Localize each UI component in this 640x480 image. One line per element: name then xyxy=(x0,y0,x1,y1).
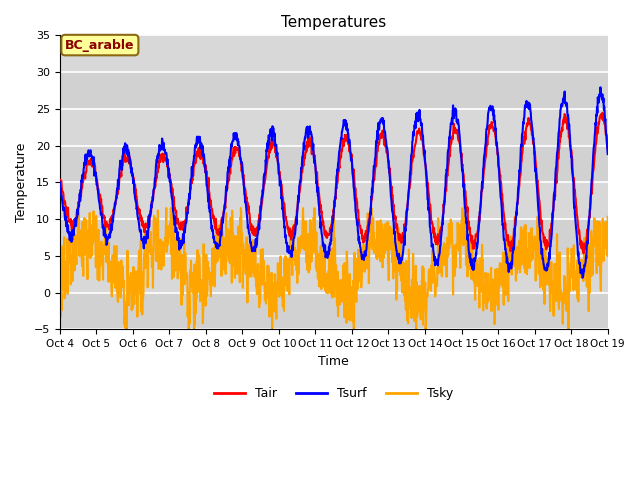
Tsky xyxy=(179,278,186,284)
Tair xyxy=(539,229,547,235)
Tsky xyxy=(163,205,170,211)
Tsky xyxy=(240,264,248,270)
Line: Tair: Tair xyxy=(60,113,608,253)
Legend: Tair, Tsurf, Tsky: Tair, Tsurf, Tsky xyxy=(209,383,458,406)
Line: Tsky: Tsky xyxy=(60,208,608,329)
Tair xyxy=(178,226,186,232)
Title: Temperatures: Temperatures xyxy=(281,15,387,30)
Tsurf xyxy=(539,256,547,262)
Tsky xyxy=(604,214,612,220)
Tair xyxy=(164,168,172,174)
Tair xyxy=(56,177,63,183)
Tsky xyxy=(165,230,173,236)
Y-axis label: Temperature: Temperature xyxy=(15,143,28,222)
Bar xyxy=(60,293,608,329)
Tair xyxy=(598,110,606,116)
Tair xyxy=(239,168,246,174)
Text: BC_arable: BC_arable xyxy=(65,38,134,51)
Tair xyxy=(604,143,612,149)
X-axis label: Time: Time xyxy=(318,355,349,368)
Tsurf xyxy=(604,151,612,157)
Tsky xyxy=(419,265,427,271)
Line: Tsurf: Tsurf xyxy=(60,87,608,278)
Tsurf xyxy=(596,84,604,90)
Tsurf xyxy=(56,179,63,185)
Tair xyxy=(490,128,498,134)
Bar xyxy=(60,219,608,256)
Tsurf xyxy=(164,167,172,173)
Tsurf xyxy=(419,132,426,138)
Tsky xyxy=(56,304,63,310)
Tair xyxy=(580,251,588,256)
Tsky xyxy=(123,326,131,332)
Tsky xyxy=(540,287,547,293)
Tsurf xyxy=(239,175,246,181)
Tsurf xyxy=(579,275,586,281)
Bar xyxy=(60,72,608,109)
Tsky xyxy=(491,308,499,313)
Tsurf xyxy=(490,112,498,118)
Tair xyxy=(419,137,426,143)
Bar xyxy=(60,145,608,182)
Tsurf xyxy=(178,238,186,243)
